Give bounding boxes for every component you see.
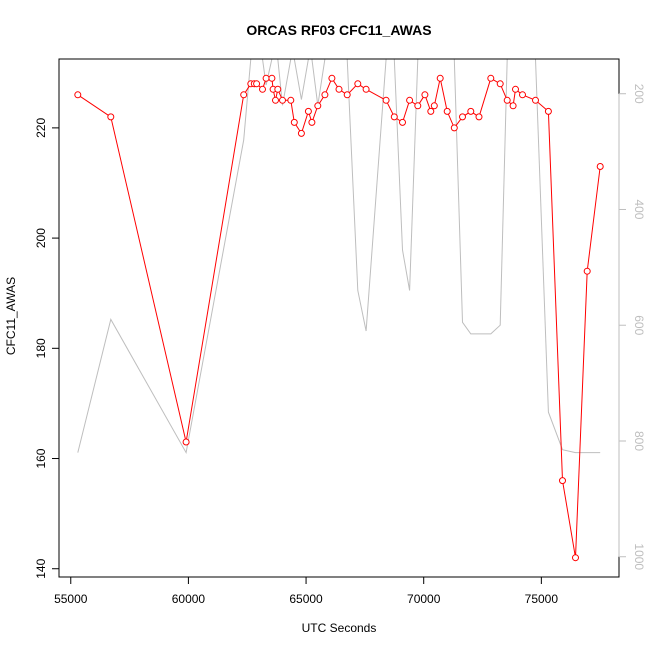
y-tick-label: 220 — [34, 118, 48, 138]
data-point — [182, 438, 190, 446]
secondary-series-line — [77, 59, 601, 455]
data-point — [253, 80, 261, 88]
data-point — [436, 74, 444, 82]
data-point — [262, 74, 270, 82]
data-point — [382, 96, 390, 104]
data-point — [240, 91, 248, 99]
data-point — [399, 118, 406, 126]
y-tick-label: 160 — [34, 448, 48, 468]
chart-title: ORCAS RF03 CFC11_AWAS — [246, 22, 431, 38]
y2-tick-label: 800 — [632, 431, 646, 451]
x-tick-label: 55000 — [54, 592, 88, 606]
data-point — [467, 107, 475, 115]
y2-tick-label: 1000 — [632, 543, 646, 570]
y2-tick-label: 400 — [632, 199, 646, 219]
data-point — [519, 91, 526, 99]
y-axis-label: CFC11_AWAS — [4, 277, 18, 355]
data-point — [321, 91, 329, 99]
data-point — [459, 113, 466, 121]
data-point — [287, 96, 295, 104]
x-tick-label: 60000 — [172, 592, 206, 606]
data-point — [427, 107, 435, 115]
data-point — [272, 96, 279, 104]
data-point — [487, 74, 495, 82]
data-point — [596, 163, 604, 170]
data-point — [354, 80, 362, 88]
y-tick-label: 200 — [34, 228, 48, 248]
data-point — [107, 113, 115, 121]
data-point — [314, 102, 322, 110]
data-point — [572, 554, 579, 562]
x-axis-label: UTC Seconds — [302, 621, 377, 635]
primary-series-layer — [74, 74, 604, 562]
y2-tick-label: 600 — [632, 315, 646, 335]
data-point — [414, 102, 422, 110]
data-point — [496, 80, 504, 88]
data-point — [290, 118, 298, 126]
data-point — [509, 102, 517, 110]
data-point — [406, 96, 414, 104]
data-point — [259, 85, 266, 93]
data-point — [343, 91, 351, 99]
secondary-series-layer — [77, 59, 601, 455]
x-tick-label: 65000 — [289, 592, 323, 606]
plot-area-frame — [58, 58, 620, 578]
y-tick-label: 140 — [34, 558, 48, 578]
data-point — [362, 85, 370, 93]
data-point — [544, 107, 552, 115]
x-axis: 55000 60000 65000 70000 75000 — [54, 576, 559, 606]
data-point — [297, 129, 305, 137]
data-point — [475, 113, 483, 121]
data-point — [328, 74, 336, 82]
data-point — [274, 85, 282, 93]
y-tick-label: 180 — [34, 338, 48, 358]
data-point — [443, 107, 451, 115]
data-point — [390, 113, 398, 121]
data-point — [421, 91, 429, 99]
x-tick-label: 75000 — [525, 592, 559, 606]
data-point — [279, 96, 286, 104]
y2-tick-label: 200 — [632, 84, 646, 104]
data-point — [304, 107, 312, 115]
data-point — [450, 124, 458, 132]
x-tick-label: 70000 — [407, 592, 441, 606]
data-point — [559, 477, 566, 485]
data-point — [335, 85, 343, 93]
data-point — [308, 118, 316, 126]
primary-series-line — [77, 77, 601, 558]
y2-axis: 200 400 600 800 1000 — [618, 84, 646, 570]
data-point — [583, 267, 591, 275]
data-point — [503, 96, 511, 104]
data-point — [512, 85, 519, 93]
data-point — [74, 91, 82, 99]
data-point — [268, 74, 276, 82]
data-point — [430, 102, 438, 110]
y-axis: 140 160 180 200 220 — [34, 118, 59, 579]
data-point — [532, 96, 539, 104]
